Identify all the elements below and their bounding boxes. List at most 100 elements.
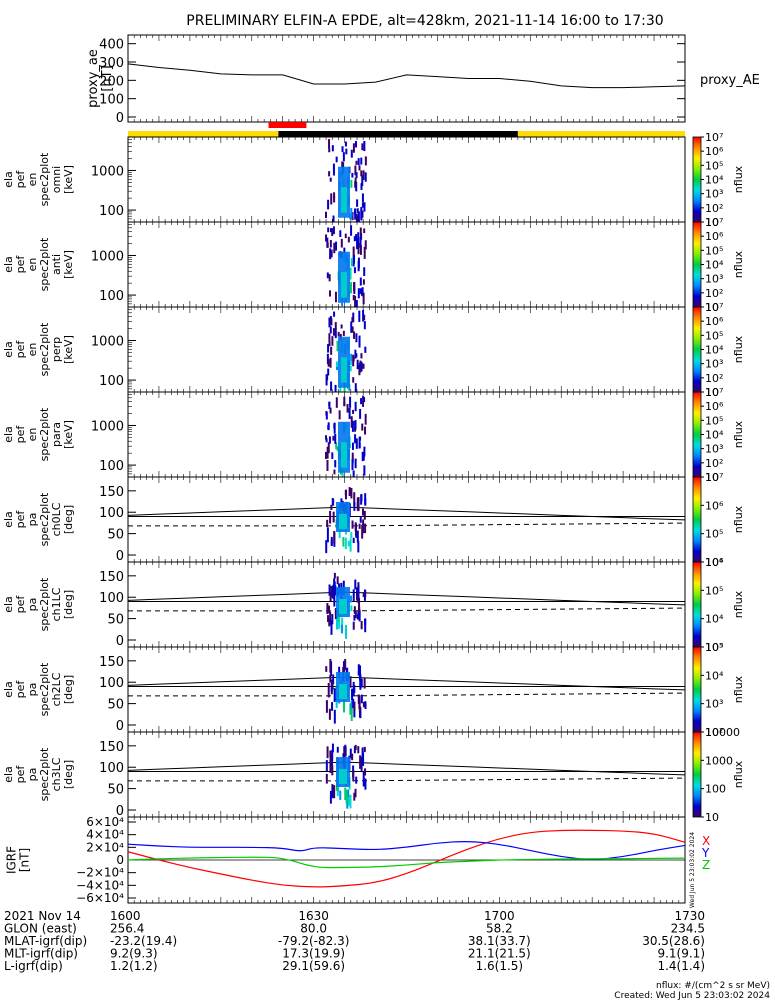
flux-cell	[359, 408, 362, 419]
flux-cell	[343, 386, 346, 395]
flux-cell	[350, 532, 353, 539]
axis-label: ela	[2, 511, 15, 528]
y-tick-label: 0	[116, 111, 124, 126]
flux-cell	[344, 490, 347, 496]
flux-cell	[329, 759, 332, 773]
y-tick-label: 300	[99, 56, 124, 71]
flux-cell	[342, 330, 345, 336]
colorbar-tick-label: 10²	[705, 372, 723, 385]
flux-cell	[349, 676, 352, 688]
flux-cell	[332, 163, 335, 176]
colorbar-tick-label: 10⁷	[705, 301, 723, 314]
flux-cell	[329, 595, 332, 602]
flux-cell	[356, 208, 359, 214]
flux-cell	[349, 748, 352, 759]
flux-cell	[357, 610, 360, 619]
flux-cell	[359, 245, 362, 255]
flux-cell	[364, 493, 367, 505]
y-tick-label: 100	[99, 93, 124, 108]
flux-cell	[363, 746, 366, 753]
colorbar	[692, 561, 702, 648]
flux-cell	[356, 359, 359, 370]
created-note: Created: Wed Jun 5 23:03:02 2024	[614, 991, 770, 1000]
axis-label: pa	[26, 598, 39, 612]
colorbar-tick-label: 10⁴	[705, 259, 724, 272]
flux-cell	[326, 353, 329, 365]
flux-cell	[362, 592, 365, 598]
colorbar-tick-label: 10⁶	[705, 230, 724, 243]
flux-cell	[344, 746, 347, 757]
colorbar-tick-label: 10⁵	[705, 641, 723, 654]
flux-cell	[331, 743, 334, 753]
axis-label: ch1LC	[50, 587, 63, 621]
flux-cell	[361, 451, 364, 462]
flux-cell	[354, 523, 357, 536]
flux-cell	[329, 248, 332, 260]
flux-cell	[364, 156, 367, 166]
flux-core-bright	[339, 769, 347, 784]
colorbar	[692, 306, 702, 393]
y-tick-label: 50	[107, 528, 124, 543]
flux-cell	[333, 422, 336, 434]
axis-label: pef	[14, 255, 27, 274]
flux-cell	[352, 294, 355, 301]
colorbar-label: nflux	[732, 165, 745, 193]
y-tick-label: 1000	[91, 249, 124, 264]
flux-cell	[357, 237, 360, 243]
y-tick-label: 2×10⁴	[86, 840, 124, 854]
flux-cell	[334, 608, 337, 614]
flux-cell	[332, 215, 335, 225]
flux-cell	[353, 254, 356, 264]
flux-cell	[357, 158, 360, 166]
colorbar	[692, 476, 702, 563]
axis-label: pef	[14, 765, 27, 784]
flux-cell	[358, 598, 361, 612]
colorbar-tick-label: 1000	[705, 754, 733, 767]
flux-cell	[339, 230, 342, 238]
flux-cell	[361, 193, 364, 203]
y-tick-label: 150	[99, 485, 124, 500]
flux-core-bright	[339, 514, 347, 529]
flux-cell	[330, 540, 333, 547]
y-tick-label: 100	[99, 459, 124, 474]
colorbar-tick-label: 10	[705, 386, 719, 399]
flux-cell	[342, 661, 345, 673]
flux-cell	[362, 309, 365, 322]
flux-cell	[363, 397, 366, 403]
flux-cell	[342, 152, 345, 162]
y-tick-label: 0	[116, 719, 124, 734]
colorbar-tick-label: 10³	[705, 641, 723, 654]
flux-cell	[331, 680, 334, 690]
row-value: 1.4(1.4)	[657, 959, 705, 973]
series-line-X	[127, 829, 686, 888]
flux-cell	[360, 207, 363, 219]
flux-cell	[331, 145, 334, 152]
flux-cell	[360, 757, 363, 771]
flux-cell	[353, 267, 356, 274]
axis-label: spec2plot	[38, 322, 51, 376]
row-value: 29.1(59.6)	[282, 959, 345, 973]
colorbar-tick-label: 10⁷	[705, 216, 723, 229]
flux-cell	[349, 269, 352, 280]
y-tick-label: 100	[99, 676, 124, 691]
flux-cell	[346, 403, 349, 413]
row-value: 58.2	[486, 922, 513, 936]
axis-label: ela	[2, 341, 15, 358]
flux-cell	[339, 790, 342, 800]
flux-core-bright	[341, 357, 347, 383]
flux-cell	[360, 288, 363, 296]
colorbar-tick-label: 10²	[705, 287, 723, 300]
flux-cell	[336, 361, 339, 367]
colorbar-tick-label: 10⁶	[705, 499, 724, 512]
flux-core-bright	[341, 272, 347, 298]
legend-igrf-Z: Z	[702, 858, 710, 872]
flux-cell	[332, 226, 335, 235]
flux-cell	[326, 446, 329, 459]
flux-cell	[331, 749, 334, 761]
flux-cell	[330, 504, 333, 511]
flux-cell	[360, 398, 363, 405]
flux-cell	[328, 618, 331, 627]
flux-cell	[325, 435, 328, 440]
